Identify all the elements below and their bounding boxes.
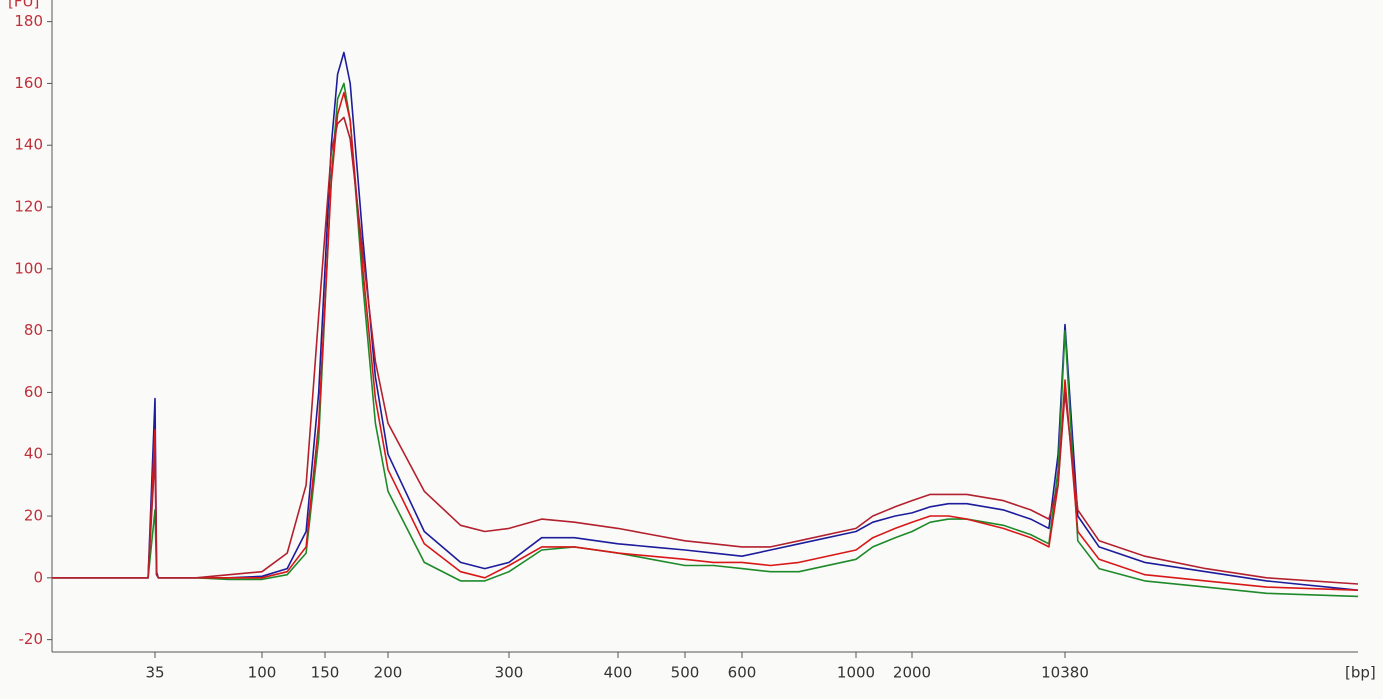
x-tick-label: 200 bbox=[374, 664, 403, 682]
x-tick-label: 500 bbox=[671, 664, 700, 682]
series-line bbox=[52, 91, 1359, 591]
y-tick-label: 160 bbox=[14, 74, 43, 92]
x-tick-label: 600 bbox=[728, 664, 757, 682]
x-tick-label: 300 bbox=[495, 664, 524, 682]
x-tick-label: 35 bbox=[145, 664, 164, 682]
y-tick-label: 120 bbox=[14, 198, 43, 216]
y-tick-label: 100 bbox=[14, 259, 43, 277]
y-tick-label: 40 bbox=[24, 445, 43, 463]
y-tick-label: 0 bbox=[33, 568, 43, 586]
y-axis-label: [FU] bbox=[8, 0, 39, 11]
y-tick-label: 60 bbox=[24, 383, 43, 401]
x-axis-label: [bp] bbox=[1345, 664, 1376, 682]
x-tick-label: 100 bbox=[248, 664, 277, 682]
x-tick-label: 400 bbox=[604, 664, 633, 682]
y-tick-label: -20 bbox=[19, 630, 44, 648]
y-tick-label: 140 bbox=[14, 136, 43, 154]
x-tick-label: 1000 bbox=[837, 664, 875, 682]
x-tick-label: 2000 bbox=[893, 664, 931, 682]
y-tick-label: 20 bbox=[24, 507, 43, 525]
y-tick-label: 80 bbox=[24, 321, 43, 339]
x-tick-label: 150 bbox=[311, 664, 340, 682]
x-tick-label: 10380 bbox=[1041, 664, 1089, 682]
series-line bbox=[52, 116, 1359, 585]
y-tick-label: 180 bbox=[14, 12, 43, 30]
